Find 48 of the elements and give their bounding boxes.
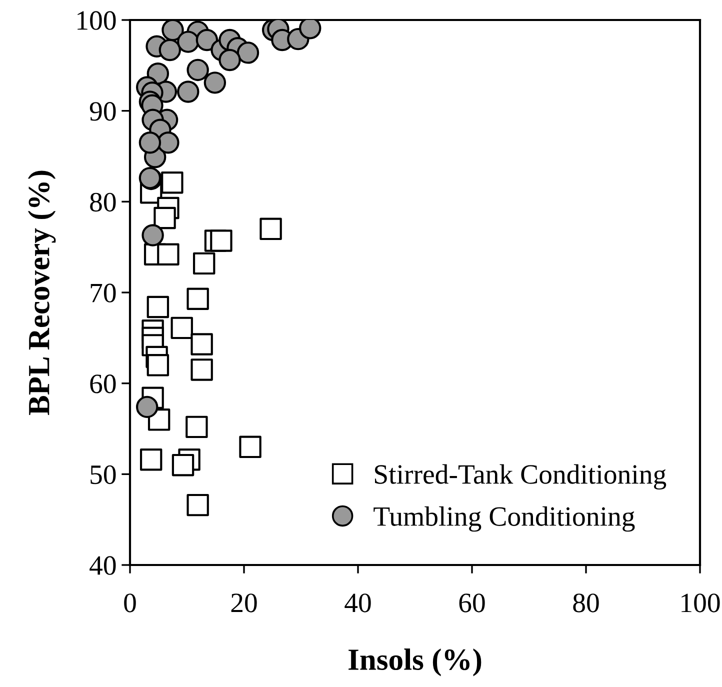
point [192, 252, 216, 275]
point [146, 296, 170, 318]
point [161, 171, 184, 194]
x-tick-label: 80 [573, 594, 599, 612]
point [204, 72, 226, 94]
point [142, 224, 164, 246]
y-tick-label: 40 [90, 556, 116, 575]
point [146, 354, 170, 376]
point [157, 132, 180, 154]
x-tick-label: 40 [344, 594, 371, 612]
point [190, 358, 213, 381]
y-tick-label: 80 [90, 192, 116, 212]
point [136, 396, 158, 418]
point [154, 206, 176, 230]
point [196, 28, 218, 52]
point [239, 436, 262, 458]
x-tick-label: 100 [682, 594, 720, 612]
y-tick-label: 100 [78, 11, 116, 30]
y-tick-label: 60 [90, 374, 116, 394]
x-tick-label: 60 [459, 594, 485, 612]
point [177, 80, 200, 103]
x-tick-label: 0 [124, 594, 136, 612]
point [186, 416, 208, 438]
point [186, 58, 209, 82]
point [299, 20, 322, 40]
legend-label: Tumbling Conditioning [374, 506, 635, 532]
point [140, 448, 162, 471]
point [177, 30, 200, 53]
point [260, 218, 282, 240]
point [186, 288, 209, 310]
point [186, 494, 209, 516]
point [138, 132, 162, 154]
point [158, 38, 182, 62]
x-tick-label: 20 [231, 594, 257, 612]
point [162, 20, 184, 42]
point [190, 333, 213, 356]
legend-label: Stirred-Tank Conditioning [374, 464, 666, 490]
point [172, 454, 194, 476]
y-tick-label: 90 [90, 102, 116, 121]
point [157, 243, 180, 266]
point [170, 316, 193, 340]
x-axis-title: Insols (%) [348, 648, 482, 676]
y-axis-title: BPL Recovery (%) [28, 170, 56, 416]
point [218, 48, 241, 72]
y-tick-label: 50 [90, 465, 116, 484]
point [236, 42, 260, 64]
y-tick-label: 70 [90, 284, 116, 302]
point [210, 230, 232, 252]
